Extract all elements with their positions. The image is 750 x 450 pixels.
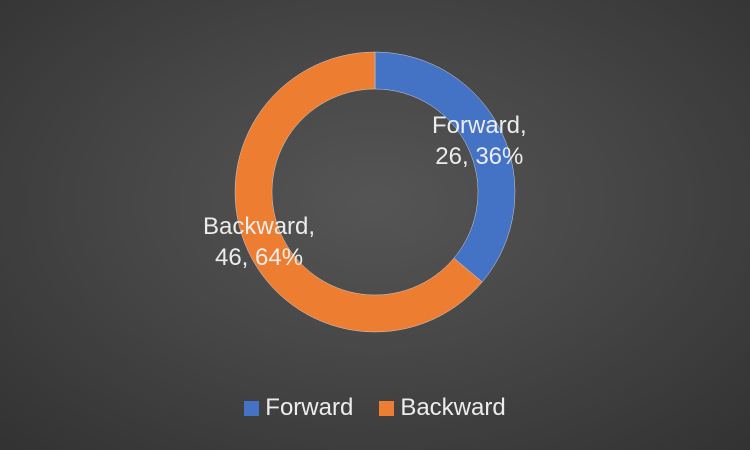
data-label-forward: Forward, 26, 36% xyxy=(432,110,527,172)
legend-swatch-forward xyxy=(244,400,260,416)
donut-slice-backward xyxy=(234,51,483,333)
legend-item-forward: Forward xyxy=(244,393,353,423)
data-label-backward: Backward, 46, 64% xyxy=(203,211,315,273)
legend-swatch-backward xyxy=(379,400,395,416)
data-label-backward-name: Backward, xyxy=(203,213,316,240)
data-label-forward-value: 26, 36% xyxy=(435,143,524,170)
donut-slice-forward xyxy=(374,51,516,283)
data-label-backward-value: 46, 64% xyxy=(214,244,304,271)
legend-label-forward: Forward xyxy=(265,394,354,421)
legend-label-backward: Backward xyxy=(400,394,506,421)
legend: Forward Backward xyxy=(0,393,750,423)
data-label-forward-name: Forward, xyxy=(432,112,527,139)
legend-item-backward: Backward xyxy=(379,393,506,423)
